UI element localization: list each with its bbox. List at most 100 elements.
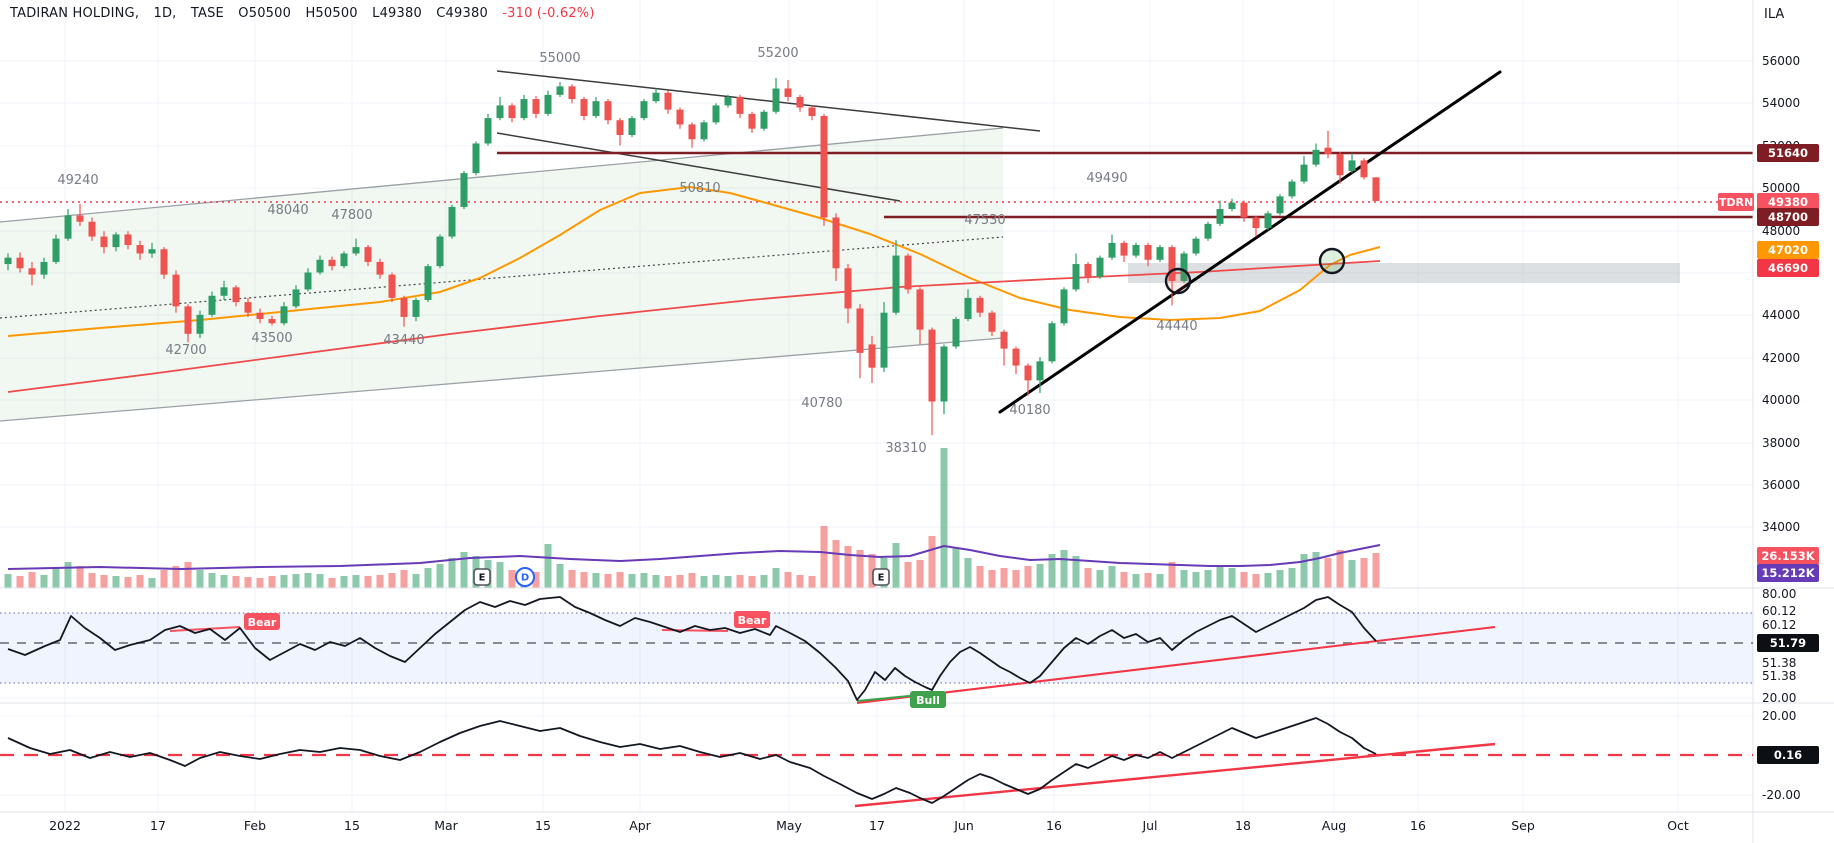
triangle-trendline[interactable] bbox=[496, 132, 901, 202]
candle-body[interactable] bbox=[640, 101, 648, 119]
candle-body[interactable] bbox=[652, 92, 660, 102]
volume-bar[interactable] bbox=[1132, 574, 1140, 588]
triangle-trendline[interactable] bbox=[496, 70, 1041, 132]
candle-body[interactable] bbox=[460, 173, 468, 207]
candle-body[interactable] bbox=[916, 289, 924, 330]
volume-bar[interactable] bbox=[1240, 572, 1248, 588]
volume-bar[interactable] bbox=[388, 573, 396, 588]
candle-body[interactable] bbox=[544, 94, 552, 114]
ma-orange-line[interactable] bbox=[7, 186, 1381, 337]
candle-body[interactable] bbox=[940, 346, 948, 402]
candle-body[interactable] bbox=[256, 312, 264, 320]
volume-bar[interactable] bbox=[1348, 560, 1356, 588]
candle-body[interactable] bbox=[4, 257, 12, 265]
volume-bar[interactable] bbox=[40, 575, 48, 588]
volume-bar[interactable] bbox=[1180, 570, 1188, 588]
price-axis-badge[interactable] bbox=[1757, 241, 1819, 259]
volume-bar[interactable] bbox=[16, 576, 24, 588]
volume-bar[interactable] bbox=[976, 566, 984, 588]
volume-bar[interactable] bbox=[1072, 556, 1080, 588]
candle-body[interactable] bbox=[676, 109, 684, 125]
candle-body[interactable] bbox=[40, 261, 48, 275]
volume-bar[interactable] bbox=[508, 570, 516, 588]
volume-bar[interactable] bbox=[892, 543, 900, 588]
volume-ma-line[interactable] bbox=[7, 544, 1381, 570]
volume-bar[interactable] bbox=[376, 575, 384, 588]
candle-body[interactable] bbox=[280, 306, 288, 324]
candle-body[interactable] bbox=[1312, 149, 1320, 165]
candle-body[interactable] bbox=[1360, 160, 1368, 178]
candle-body[interactable] bbox=[988, 312, 996, 332]
candle-body[interactable] bbox=[328, 259, 336, 267]
volume-bar[interactable] bbox=[988, 570, 996, 588]
volume-bar[interactable] bbox=[820, 526, 828, 588]
volume-bar[interactable] bbox=[748, 576, 756, 588]
volume-bar[interactable] bbox=[760, 575, 768, 588]
candle-body[interactable] bbox=[472, 143, 480, 174]
volume-bar[interactable] bbox=[280, 575, 288, 588]
volume-bar[interactable] bbox=[496, 562, 504, 588]
volume-bar[interactable] bbox=[700, 576, 708, 588]
candle-body[interactable] bbox=[604, 101, 612, 121]
candle-body[interactable] bbox=[928, 329, 936, 402]
volume-bar[interactable] bbox=[340, 576, 348, 588]
oscillator-trendline[interactable] bbox=[854, 742, 1496, 808]
volume-bar[interactable] bbox=[964, 558, 972, 588]
volume-bar[interactable] bbox=[220, 575, 228, 588]
volume-bar[interactable] bbox=[244, 577, 252, 588]
volume-bar[interactable] bbox=[268, 576, 276, 588]
candle-body[interactable] bbox=[292, 289, 300, 307]
candle-body[interactable] bbox=[388, 274, 396, 298]
volume-bar[interactable] bbox=[412, 574, 420, 588]
candle-body[interactable] bbox=[160, 249, 168, 275]
candle-body[interactable] bbox=[1228, 202, 1236, 210]
oscillator-line[interactable] bbox=[7, 717, 1377, 804]
volume-bar[interactable] bbox=[808, 576, 816, 588]
volume-bar[interactable] bbox=[1324, 558, 1332, 588]
volume-bar[interactable] bbox=[1024, 566, 1032, 588]
candle-body[interactable] bbox=[88, 221, 96, 237]
candle-body[interactable] bbox=[232, 287, 240, 303]
candle-body[interactable] bbox=[1132, 245, 1140, 256]
candle-body[interactable] bbox=[184, 306, 192, 334]
candle-body[interactable] bbox=[1024, 365, 1032, 381]
price-axis-badge[interactable] bbox=[1757, 634, 1819, 652]
symbol-interval[interactable]: 1D, bbox=[153, 6, 177, 21]
indicator-signal-badge[interactable] bbox=[910, 691, 946, 708]
candle-body[interactable] bbox=[244, 302, 252, 313]
volume-bar[interactable] bbox=[196, 570, 204, 588]
volume-bar[interactable] bbox=[1108, 566, 1116, 588]
volume-bar[interactable] bbox=[424, 568, 432, 588]
candle-body[interactable] bbox=[556, 86, 564, 95]
volume-bar[interactable] bbox=[772, 568, 780, 588]
candle-body[interactable] bbox=[736, 96, 744, 114]
volume-bar[interactable] bbox=[616, 572, 624, 588]
volume-bar[interactable] bbox=[160, 570, 168, 588]
volume-bar[interactable] bbox=[604, 574, 612, 588]
volume-bar[interactable] bbox=[796, 575, 804, 588]
volume-bar[interactable] bbox=[1048, 554, 1056, 588]
candle-body[interactable] bbox=[784, 88, 792, 97]
candle-body[interactable] bbox=[52, 238, 60, 262]
volume-bar[interactable] bbox=[1036, 564, 1044, 588]
candle-body[interactable] bbox=[520, 99, 528, 119]
rsi-line[interactable] bbox=[7, 596, 1377, 701]
volume-bar[interactable] bbox=[352, 575, 360, 588]
volume-bar[interactable] bbox=[580, 572, 588, 588]
candle-body[interactable] bbox=[844, 268, 852, 309]
candle-body[interactable] bbox=[580, 99, 588, 116]
crossing-circle-marker[interactable] bbox=[1318, 247, 1346, 275]
volume-bar[interactable] bbox=[1336, 550, 1344, 588]
volume-bar[interactable] bbox=[928, 536, 936, 588]
volume-bar[interactable] bbox=[256, 578, 264, 588]
volume-bar[interactable] bbox=[1360, 558, 1368, 588]
candle-body[interactable] bbox=[664, 92, 672, 110]
candle-body[interactable] bbox=[196, 314, 204, 334]
volume-bar[interactable] bbox=[136, 575, 144, 588]
volume-bar[interactable] bbox=[328, 578, 336, 588]
volume-bar[interactable] bbox=[736, 575, 744, 588]
volume-bar[interactable] bbox=[664, 576, 672, 588]
symbol-title-bar[interactable]: TADIRAN HOLDING, 1D, TASE O50500 H50500 … bbox=[10, 6, 605, 21]
candle-body[interactable] bbox=[376, 261, 384, 275]
candle-body[interactable] bbox=[748, 113, 756, 129]
